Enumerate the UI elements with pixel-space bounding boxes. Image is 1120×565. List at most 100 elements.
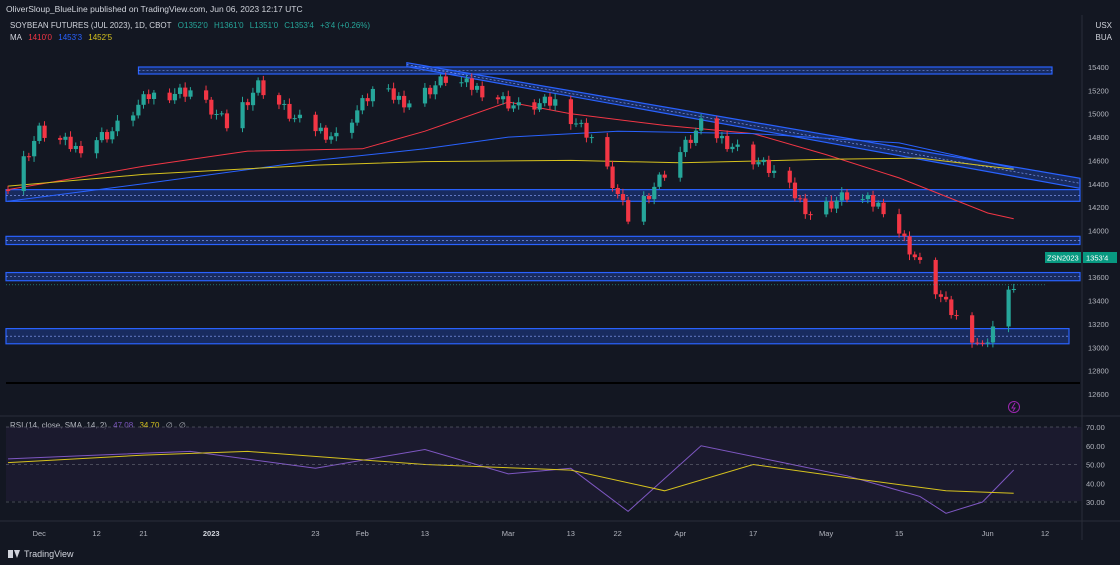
candle-body [167, 92, 172, 101]
candle-body [21, 156, 26, 192]
candle-body [798, 198, 803, 200]
rsi-upper-band: ∅ [165, 421, 173, 430]
candle-body [177, 87, 183, 94]
candle-body [693, 130, 699, 143]
candle-body [188, 90, 193, 97]
candle-body [865, 195, 871, 200]
candle-body [678, 152, 683, 178]
candle-body [824, 201, 829, 215]
candle-body [751, 144, 756, 165]
candle-body [334, 132, 339, 137]
time-tick-label: 21 [139, 529, 147, 538]
candle-body [938, 294, 943, 297]
rsi-legend[interactable]: RSI (14, close, SMA, 14, 2) 47.08 34.70 … [10, 421, 190, 430]
candle-body [876, 202, 881, 207]
flash-icon-bolt [1011, 402, 1016, 412]
candle-body [68, 136, 73, 150]
candle-body [516, 102, 521, 106]
candle-body [902, 233, 907, 237]
downtrend-channel [406, 61, 1081, 190]
candle-body [881, 202, 886, 215]
time-tick-label: 13 [421, 529, 429, 538]
time-tick-label: 17 [749, 529, 757, 538]
candle-body [532, 102, 537, 110]
candle-body [402, 95, 407, 108]
symbol-name[interactable]: SOYBEAN FUTURES (JUL 2023), 1D, CBOT [10, 21, 172, 30]
candle-body [943, 296, 949, 300]
price-tick-label: 14800 [1088, 133, 1109, 142]
candle-body [511, 105, 516, 109]
candle-body [78, 145, 84, 154]
time-tick-label: 2023 [203, 529, 220, 538]
candle-body [26, 156, 32, 158]
candle-body [610, 166, 615, 188]
candle-body [386, 88, 391, 90]
candle-body [99, 132, 104, 141]
candle-body [292, 118, 297, 120]
candle-body [907, 236, 912, 255]
candle-body [917, 257, 923, 260]
tradingview-icon [8, 550, 20, 558]
candle-body [32, 140, 37, 157]
candle-body [970, 315, 975, 343]
candle-body [839, 192, 844, 201]
candle-body [620, 194, 626, 201]
time-tick-label: 13 [567, 529, 575, 538]
price-tick-label: 15400 [1088, 63, 1109, 72]
rsi-tick-label: 30.00 [1086, 498, 1105, 507]
price-tick-label: 12800 [1088, 367, 1109, 376]
candle-body [172, 93, 177, 101]
candle-body [480, 85, 485, 98]
candle-body [428, 87, 433, 95]
candle-body [584, 122, 589, 138]
candle-body [547, 96, 553, 106]
candle-body [975, 342, 980, 344]
candle-body [829, 201, 834, 209]
candle-body [329, 136, 334, 140]
candle-body [146, 94, 151, 99]
candle-body [834, 200, 839, 209]
candle-body [131, 115, 136, 121]
candle-body [151, 92, 157, 99]
candle-body [240, 102, 245, 129]
candle-body [730, 146, 735, 150]
ma-mid-value: 1453'3 [58, 33, 83, 42]
candle-body [313, 114, 318, 132]
price-tick-label: 13200 [1088, 320, 1109, 329]
candle-body [297, 114, 303, 119]
candle-body [464, 78, 469, 83]
candle-body [699, 118, 704, 131]
candle-body [912, 254, 917, 258]
candle-body [688, 139, 693, 143]
candle-body [349, 122, 355, 133]
symbol-legend: SOYBEAN FUTURES (JUL 2023), 1D, CBOT O13… [10, 21, 374, 30]
candle-body [949, 299, 954, 316]
candle-body [219, 113, 224, 115]
flash-icon[interactable] [1008, 401, 1020, 413]
tradingview-logo[interactable]: TradingView [8, 549, 74, 559]
ohlc-low: L1351'0 [249, 21, 279, 30]
candle-body [735, 144, 740, 147]
candle-body [443, 76, 448, 83]
candle-body [652, 186, 657, 200]
rsi-value: 47.08 [113, 421, 134, 430]
ma-legend[interactable]: MA 1410'0 1453'3 1452'5 [10, 33, 116, 42]
candle-body [141, 94, 146, 105]
candle-body [990, 326, 996, 343]
candle-body [469, 78, 474, 90]
candle-body [662, 174, 667, 178]
candle-body [396, 95, 402, 100]
rsi-ma-value: 34.70 [139, 421, 160, 430]
candle-body [37, 125, 42, 141]
price-tick-label: 13600 [1088, 273, 1109, 282]
candle-body [209, 99, 214, 115]
candle-body [245, 102, 250, 106]
time-tick-label: 22 [614, 529, 622, 538]
time-tick-label: 15 [895, 529, 903, 538]
candle-body [537, 103, 542, 110]
time-tick-label: Dec [33, 529, 47, 538]
candle-body [897, 214, 902, 234]
ma-fast-value: 1410'0 [28, 33, 53, 42]
candle-body [94, 140, 99, 154]
